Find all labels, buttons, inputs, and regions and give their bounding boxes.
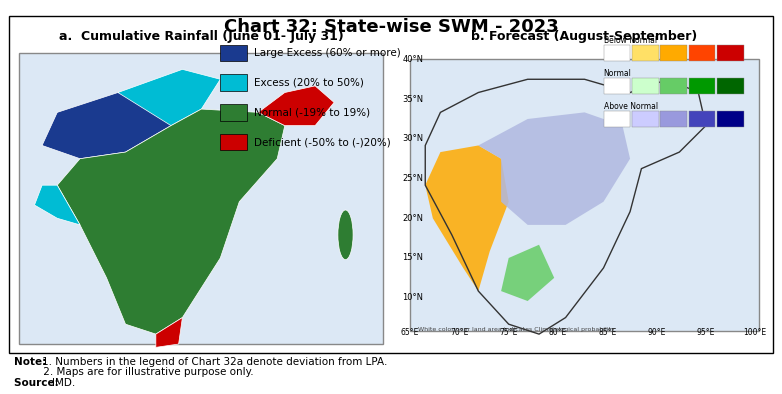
Bar [20, 53, 383, 344]
Polygon shape [42, 93, 171, 159]
Text: Excess (20% to 50%): Excess (20% to 50%) [254, 78, 364, 87]
Bar [689, 45, 716, 61]
Bar [632, 112, 658, 127]
Text: Above Normal: Above Normal [604, 102, 658, 111]
Polygon shape [501, 245, 554, 301]
Text: b. Forecast (August-September): b. Forecast (August-September) [472, 30, 698, 43]
Text: IMD.: IMD. [52, 378, 75, 388]
Text: 100°E: 100°E [744, 329, 767, 337]
Bar [221, 104, 247, 121]
Text: 25°N: 25°N [403, 174, 424, 183]
Ellipse shape [338, 210, 353, 260]
Text: 15°N: 15°N [403, 253, 424, 262]
Text: 85°E: 85°E [598, 329, 616, 337]
Polygon shape [118, 69, 221, 126]
Text: 1. Numbers in the legend of Chart 32a denote deviation from LPA.: 1. Numbers in the legend of Chart 32a de… [42, 357, 388, 367]
Bar [660, 45, 687, 61]
Bar [717, 45, 744, 61]
Text: 75°E: 75°E [500, 329, 518, 337]
Text: 2. Maps are for illustrative purpose only.: 2. Maps are for illustrative purpose onl… [14, 368, 253, 377]
Text: 80°E: 80°E [549, 329, 567, 337]
Text: 90°E: 90°E [647, 329, 665, 337]
Bar [604, 112, 630, 127]
Polygon shape [34, 185, 80, 225]
Text: 70°E: 70°E [450, 329, 468, 337]
Bar [660, 112, 687, 127]
Bar [660, 78, 687, 94]
Text: 95°E: 95°E [697, 329, 715, 337]
Text: Normal (-19% to 19%): Normal (-19% to 19%) [254, 108, 371, 117]
Text: Chart 32: State-wise SWM - 2023: Chart 32: State-wise SWM - 2023 [224, 18, 558, 36]
Bar [717, 112, 744, 127]
Text: 40°N: 40°N [403, 55, 424, 64]
Bar [221, 45, 247, 61]
Polygon shape [156, 318, 182, 348]
Bar [632, 78, 658, 94]
Bar [604, 78, 630, 94]
Text: a.  Cumulative Rainfall (June 01- July 31): a. Cumulative Rainfall (June 01- July 31… [59, 30, 344, 43]
FancyBboxPatch shape [9, 16, 773, 353]
Text: Normal: Normal [604, 69, 631, 78]
Polygon shape [258, 86, 334, 126]
Polygon shape [425, 145, 509, 291]
Polygon shape [479, 112, 630, 225]
Text: Below Normal: Below Normal [604, 35, 657, 45]
Text: 20°N: 20°N [403, 214, 424, 223]
Text: Note:: Note: [14, 357, 50, 367]
Bar [410, 59, 759, 331]
Bar [717, 78, 744, 94]
Bar [221, 134, 247, 151]
Bar [689, 78, 716, 94]
Text: Large Excess (60% or more): Large Excess (60% or more) [254, 48, 401, 58]
Bar [604, 45, 630, 61]
Text: Deficient (-50% to (-)20%): Deficient (-50% to (-)20%) [254, 137, 391, 147]
Text: 65°E: 65°E [401, 329, 419, 337]
Bar [632, 45, 658, 61]
Text: 10°N: 10°N [403, 293, 424, 302]
Bar [689, 112, 716, 127]
Text: 35°N: 35°N [403, 95, 424, 104]
Polygon shape [57, 109, 285, 334]
Bar [221, 74, 247, 91]
Text: 30°N: 30°N [403, 134, 424, 143]
Text: Source:: Source: [14, 378, 63, 388]
Text: White color over land area indicates Climatological probability: White color over land area indicates Cli… [418, 327, 615, 333]
